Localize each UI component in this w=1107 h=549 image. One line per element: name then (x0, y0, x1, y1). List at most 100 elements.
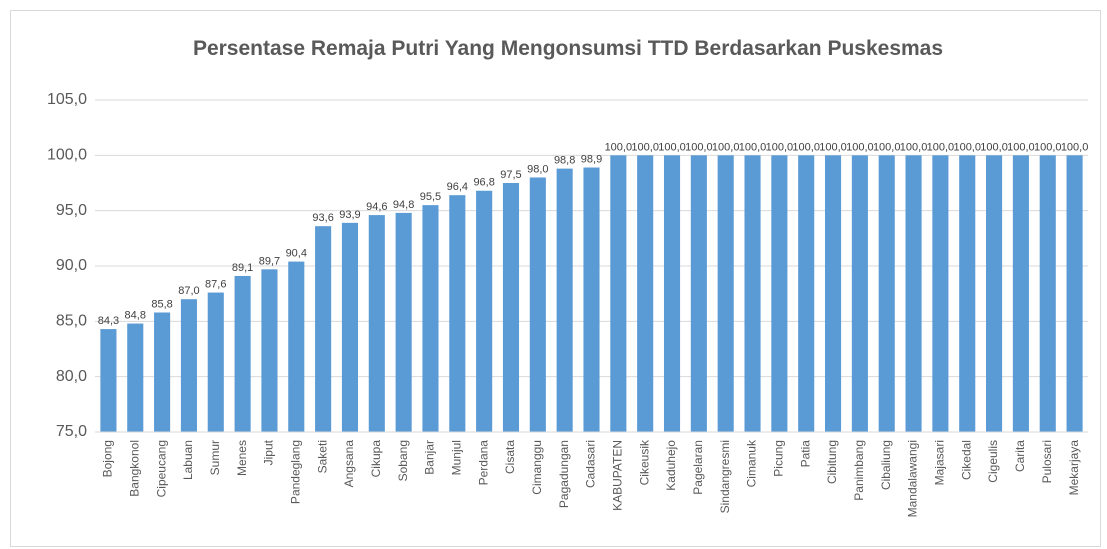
x-tick-label: Labuan (181, 440, 195, 480)
value-label: 100,0 (792, 141, 820, 153)
y-tick-label: 95,0 (56, 202, 87, 219)
value-label: 96,4 (447, 181, 468, 193)
x-tick-label: Banjar (423, 440, 437, 475)
value-label: 84,3 (98, 315, 119, 327)
bar (717, 155, 734, 433)
bar (878, 155, 895, 433)
value-label: 95,5 (420, 191, 441, 203)
value-label: 100,0 (927, 141, 955, 153)
y-tick-label: 80,0 (56, 368, 87, 385)
x-tick-label: Cikupa (369, 440, 383, 478)
bar (851, 155, 868, 433)
value-label: 85,8 (151, 298, 172, 310)
x-tick-label: Mandalawangi (906, 440, 920, 517)
bar (610, 155, 627, 433)
x-tick-label: Cibitung (825, 440, 839, 484)
chart-title: Persentase Remaja Putri Yang Mengonsumsi… (193, 37, 943, 60)
x-tick-label: Bojong (101, 440, 115, 477)
x-tick-label: Mekarjaya (1067, 440, 1081, 496)
bar (824, 155, 842, 433)
bar (395, 212, 412, 432)
bar (1039, 155, 1056, 433)
x-tick-label: Carita (1013, 440, 1027, 472)
bar (905, 155, 922, 433)
x-tick-label: Panimbang (852, 440, 866, 501)
x-tick-label: Sumur (208, 440, 222, 475)
bar (637, 155, 654, 433)
x-tick-label: Pagelaran (691, 440, 705, 495)
value-label: 100,0 (712, 141, 740, 153)
value-label: 100,0 (1007, 141, 1035, 153)
value-label: 100,0 (739, 141, 767, 153)
x-tick-label: Pandeglang (288, 440, 302, 504)
x-tick-label: Sobang (396, 440, 410, 481)
value-label: 96,8 (473, 177, 494, 189)
value-label: 100,0 (953, 141, 981, 153)
value-label: 100,0 (980, 141, 1008, 153)
x-tick-label: Cadasari (584, 440, 598, 488)
bar (422, 205, 439, 432)
x-tick-label: Cigeulis (986, 440, 1000, 483)
bar (529, 177, 546, 432)
x-tick-label: Cikeusik (637, 439, 651, 485)
bar (341, 222, 359, 432)
bar (476, 190, 493, 432)
x-tick-label: Sindangresmi (718, 440, 732, 513)
value-label: 87,6 (205, 279, 226, 291)
value-label: 100,0 (631, 141, 659, 153)
value-label: 100,0 (605, 141, 633, 153)
bar (959, 155, 976, 433)
y-tick-label: 85,0 (56, 313, 87, 330)
x-tick-label: Cibaliung (879, 440, 893, 490)
x-tick-label: Majasari (933, 440, 947, 485)
value-label: 100,0 (873, 141, 901, 153)
x-tick-label: Pagadungan (557, 440, 571, 508)
x-tick-label: Perdana (476, 440, 490, 486)
x-tick-label: Cisata (503, 440, 517, 474)
value-label: 100,0 (658, 141, 686, 153)
value-label: 98,0 (527, 163, 548, 175)
x-tick-label: KABUPATEN (611, 440, 625, 511)
value-label: 90,4 (286, 248, 307, 260)
bar (315, 226, 332, 432)
value-label: 94,6 (366, 201, 387, 213)
bar (1012, 155, 1029, 433)
bar (261, 269, 278, 432)
y-tick-label: 100,0 (47, 147, 87, 164)
bar (234, 275, 251, 432)
bar (556, 168, 573, 432)
value-label: 98,8 (554, 155, 575, 167)
bar (502, 183, 520, 432)
bar (207, 292, 224, 432)
x-tick-label: Angsana (342, 440, 356, 488)
value-label: 100,0 (846, 141, 874, 153)
x-tick-label: Jiput (262, 439, 276, 465)
value-label: 100,0 (685, 141, 713, 153)
x-tick-label: Cimanuk (745, 439, 759, 487)
value-label: 94,8 (393, 199, 414, 211)
value-label: 100,0 (819, 141, 847, 153)
value-label: 100,0 (1061, 141, 1089, 153)
x-tick-label: Saketi (315, 440, 329, 473)
x-tick-label: Patia (798, 440, 812, 468)
value-label: 100,0 (900, 141, 928, 153)
bar (583, 167, 600, 433)
value-label: 98,9 (581, 154, 602, 166)
value-label: 100,0 (1034, 141, 1062, 153)
bar (771, 155, 788, 433)
bar (288, 261, 305, 432)
bar (154, 312, 171, 432)
x-tick-label: Munjul (449, 440, 463, 475)
bar (100, 329, 117, 432)
value-label: 93,6 (312, 212, 333, 224)
bar (798, 155, 815, 433)
x-tick-label: Cikedal (959, 440, 973, 480)
value-label: 84,8 (125, 310, 146, 322)
y-tick-label: 75,0 (56, 423, 87, 440)
bar (180, 299, 197, 432)
bar (986, 155, 1003, 433)
value-label: 93,9 (339, 209, 360, 221)
x-tick-label: Menes (235, 440, 249, 476)
x-tick-label: Cipeucang (154, 440, 168, 497)
